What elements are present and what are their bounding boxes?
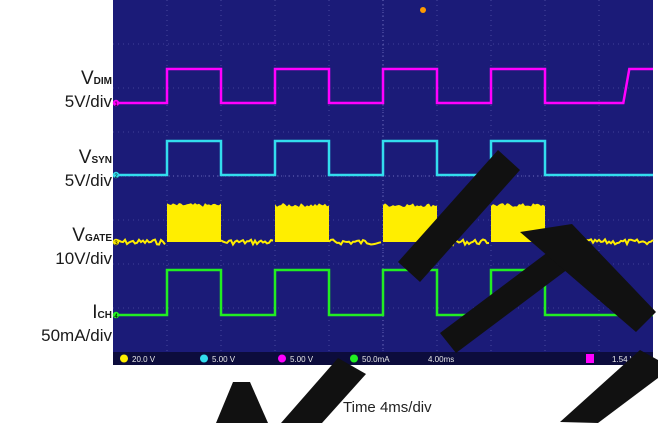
label-vdim-subscript: DIM <box>93 76 112 87</box>
label-vgate-symbol: V <box>72 225 85 246</box>
trace-vgate-pwm-burst <box>383 207 437 242</box>
channel-marker-label-vsyn: 2 <box>114 174 118 180</box>
trace-vgate-pwm-burst <box>491 207 545 242</box>
label-vsyn-symbol: V <box>78 147 92 168</box>
label-vgate-subscript: GATE <box>84 233 112 244</box>
status-trigger-level: 1.54 V <box>612 355 636 364</box>
trace-vgate-baseline <box>112 237 654 247</box>
status-channel-ch3-icon <box>278 354 286 363</box>
label-ich-symbol: I <box>92 302 98 323</box>
trace-vgate-pwm-noise <box>167 203 221 207</box>
label-vsyn-subscript: SYN <box>91 155 112 166</box>
channel-marker-label-ich: 4 <box>114 314 118 320</box>
label-vdim: VDIM 5V/div <box>65 69 112 110</box>
trace-vdim <box>113 67 653 105</box>
label-vsyn-scale: 5V/div <box>64 171 112 190</box>
channel-marker-label-vdim: 1 <box>114 102 118 108</box>
status-channel-ch2-scale: 5.00 V <box>212 355 236 364</box>
label-vsyn: VSYN 5V/div <box>65 148 112 189</box>
channel-marker-vdim <box>112 99 120 107</box>
label-vgate: VGATE 10V/div <box>55 226 112 267</box>
time-axis-label: Time 4ms/div <box>343 399 432 416</box>
trace-vgate-pwm-burst <box>275 207 329 242</box>
status-channel-ch3-scale: 5.00 V <box>290 355 314 364</box>
status-channel-ch4-icon <box>350 354 358 363</box>
channel-marker-vgate <box>112 238 120 246</box>
channel-marker-ich <box>112 311 120 319</box>
trigger-marker <box>420 7 426 13</box>
trace-vgate-pwm-burst <box>167 207 221 242</box>
channel-marker-label-vgate: 3 <box>114 241 118 247</box>
status-timebase: 4.00ms <box>428 355 454 364</box>
status-channel-ch2-icon <box>200 354 208 363</box>
label-ich-subscript: CH <box>97 310 112 321</box>
channel-marker-vsyn <box>112 171 120 179</box>
status-trigger-source-icon <box>586 354 594 363</box>
trace-vgate-pwm-noise <box>275 203 329 207</box>
status-bar <box>113 352 653 365</box>
label-vdim-scale: 5V/div <box>64 92 112 111</box>
label-vdim-symbol: V <box>80 68 94 89</box>
status-channel-ch4-scale: 50.0mA <box>362 355 390 364</box>
trace-vsyn <box>113 139 653 177</box>
status-channel-ch1-icon <box>120 354 128 363</box>
label-ich-scale: 50mA/div <box>41 326 112 345</box>
status-channel-ch1-scale: 20.0 V <box>132 355 156 364</box>
label-vgate-scale: 10V/div <box>55 249 112 268</box>
label-ich: ICH 50mA/div <box>41 303 112 344</box>
